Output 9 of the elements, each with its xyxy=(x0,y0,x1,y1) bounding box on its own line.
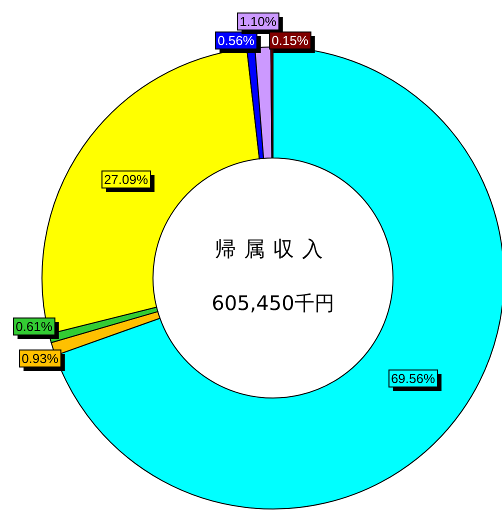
data-label: 0.93% xyxy=(22,351,59,366)
data-label: 0.15% xyxy=(272,33,309,48)
data-label: 0.56% xyxy=(218,33,255,48)
data-label: 0.61% xyxy=(16,319,53,334)
data-label: 69.56% xyxy=(390,371,436,386)
data-label: 27.09% xyxy=(104,172,148,187)
data-label: 1.10% xyxy=(240,14,277,29)
text: 605,450千円 xyxy=(212,291,334,315)
text: 帰属収入 xyxy=(215,237,331,261)
